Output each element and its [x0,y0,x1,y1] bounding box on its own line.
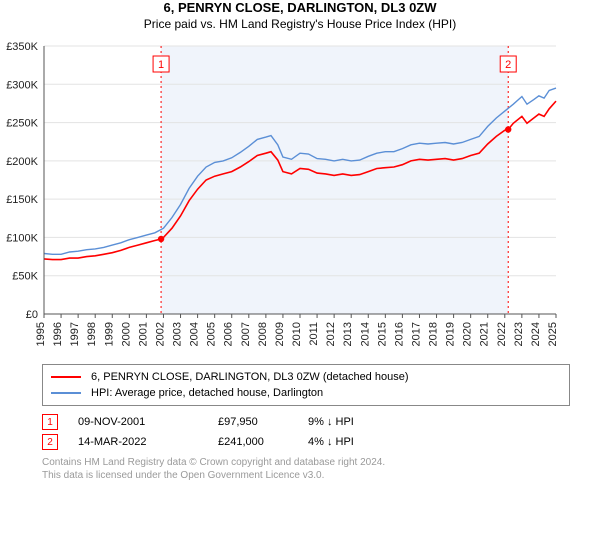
sale-row-1: 1 09-NOV-2001 £97,950 9% ↓ HPI [42,412,570,432]
chart-subtitle: Price paid vs. HM Land Registry's House … [0,17,600,33]
svg-text:1998: 1998 [86,322,98,346]
svg-text:£250K: £250K [6,118,38,130]
sale-pct-1: 9% ↓ HPI [308,416,418,428]
svg-text:£100K: £100K [6,233,38,245]
svg-text:2003: 2003 [172,322,184,346]
svg-text:2011: 2011 [308,322,320,346]
sale-date-1: 09-NOV-2001 [78,416,218,428]
svg-text:2008: 2008 [257,322,269,346]
svg-text:2002: 2002 [154,322,166,346]
svg-text:1997: 1997 [69,322,81,346]
svg-text:2019: 2019 [445,322,457,346]
sale-price-2: £241,000 [218,436,308,448]
svg-text:£50K: £50K [12,271,38,283]
footer: Contains HM Land Registry data © Crown c… [42,456,570,482]
footer-line-1: Contains HM Land Registry data © Crown c… [42,456,570,469]
svg-text:£150K: £150K [6,195,38,207]
legend-item-hpi: HPI: Average price, detached house, Darl… [51,385,561,401]
svg-text:2023: 2023 [513,322,525,346]
sale-row-2: 2 14-MAR-2022 £241,000 4% ↓ HPI [42,432,570,452]
svg-text:2010: 2010 [291,322,303,346]
svg-text:2024: 2024 [530,322,542,346]
svg-text:2009: 2009 [274,322,286,346]
svg-text:2004: 2004 [189,322,201,346]
sale-price-1: £97,950 [218,416,308,428]
legend-swatch-hpi [51,392,81,394]
svg-text:2025: 2025 [547,322,559,346]
svg-text:2021: 2021 [479,322,491,346]
svg-text:2000: 2000 [120,322,132,346]
sale-events: 1 09-NOV-2001 £97,950 9% ↓ HPI 2 14-MAR-… [42,412,570,452]
legend-swatch-property [51,376,81,378]
svg-text:1999: 1999 [103,322,115,346]
sale-date-2: 14-MAR-2022 [78,436,218,448]
svg-text:2018: 2018 [428,322,440,346]
line-chart-svg: £0 £50K £100K £150K £200K £250K £300K £350K 1995… [0,38,560,358]
svg-text:2006: 2006 [223,322,235,346]
svg-text:2001: 2001 [137,322,149,346]
chart-title: 6, PENRYN CLOSE, DARLINGTON, DL3 0ZW [0,0,600,17]
sale-marker-1: 1 [42,414,58,430]
svg-text:2014: 2014 [359,322,371,346]
svg-text:£300K: £300K [6,80,38,92]
svg-text:2017: 2017 [410,322,422,346]
sale-pct-2: 4% ↓ HPI [308,436,418,448]
svg-text:£350K: £350K [6,41,38,53]
svg-text:2016: 2016 [393,322,405,346]
svg-text:£200K: £200K [6,156,38,168]
footer-line-2: This data is licensed under the Open Gov… [42,469,570,482]
legend-label-property: 6, PENRYN CLOSE, DARLINGTON, DL3 0ZW (de… [91,371,409,383]
sale-marker-2: 2 [42,434,58,450]
svg-text:2007: 2007 [240,322,252,346]
legend-label-hpi: HPI: Average price, detached house, Darl… [91,387,323,399]
svg-text:2020: 2020 [462,322,474,346]
svg-text:2022: 2022 [496,322,508,346]
svg-text:2012: 2012 [325,322,337,346]
legend-box: 6, PENRYN CLOSE, DARLINGTON, DL3 0ZW (de… [42,364,570,406]
svg-text:£0: £0 [26,309,38,321]
chart-area: £0 £50K £100K £150K £200K £250K £300K £350K 1995… [0,38,600,358]
svg-text:1996: 1996 [52,322,64,346]
svg-text:2005: 2005 [206,322,218,346]
svg-text:2: 2 [505,59,511,71]
svg-text:1995: 1995 [35,322,47,346]
svg-text:2015: 2015 [376,322,388,346]
svg-text:2013: 2013 [342,322,354,346]
svg-text:1: 1 [158,59,164,71]
legend-item-property: 6, PENRYN CLOSE, DARLINGTON, DL3 0ZW (de… [51,369,561,385]
